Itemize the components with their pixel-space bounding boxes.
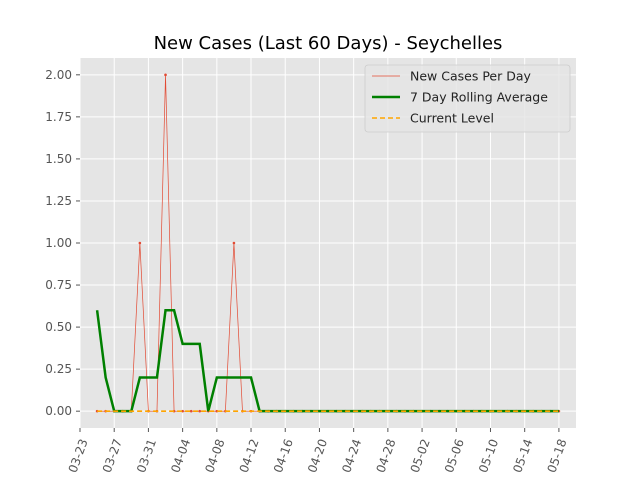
y-tick-label: 0.25 — [45, 362, 72, 376]
new-cases-point — [138, 241, 142, 245]
chart-title: New Cases (Last 60 Days) - Seychelles — [154, 33, 503, 54]
y-tick-label: 0.50 — [45, 320, 72, 334]
series-layer — [95, 73, 561, 413]
legend-box — [364, 64, 571, 133]
y-tick-label: 0.00 — [45, 404, 72, 418]
y-tick-label: 1.75 — [45, 110, 72, 124]
new-cases-point — [189, 409, 193, 413]
legend-label-rolling-average: 7 Day Rolling Average — [410, 90, 548, 105]
y-axis: 0.00 0.25 0.50 0.75 1.00 1.25 1.50 1.75 2.00 — [45, 68, 80, 418]
y-tick-label: 0.75 — [45, 278, 72, 292]
new-cases-point — [198, 409, 202, 413]
new-cases-point — [232, 241, 236, 245]
y-tick-label: 1.50 — [45, 152, 72, 166]
legend: New Cases Per Day 7 Day Rolling Average … — [364, 64, 571, 133]
y-tick-label: 2.00 — [45, 68, 72, 82]
new-cases-point — [164, 73, 167, 77]
y-tick-label: 1.25 — [45, 194, 72, 208]
legend-label-new-cases: New Cases Per Day — [410, 69, 531, 84]
legend-label-current-level: Current Level — [410, 111, 494, 126]
y-tick-label: 1.00 — [45, 236, 72, 250]
